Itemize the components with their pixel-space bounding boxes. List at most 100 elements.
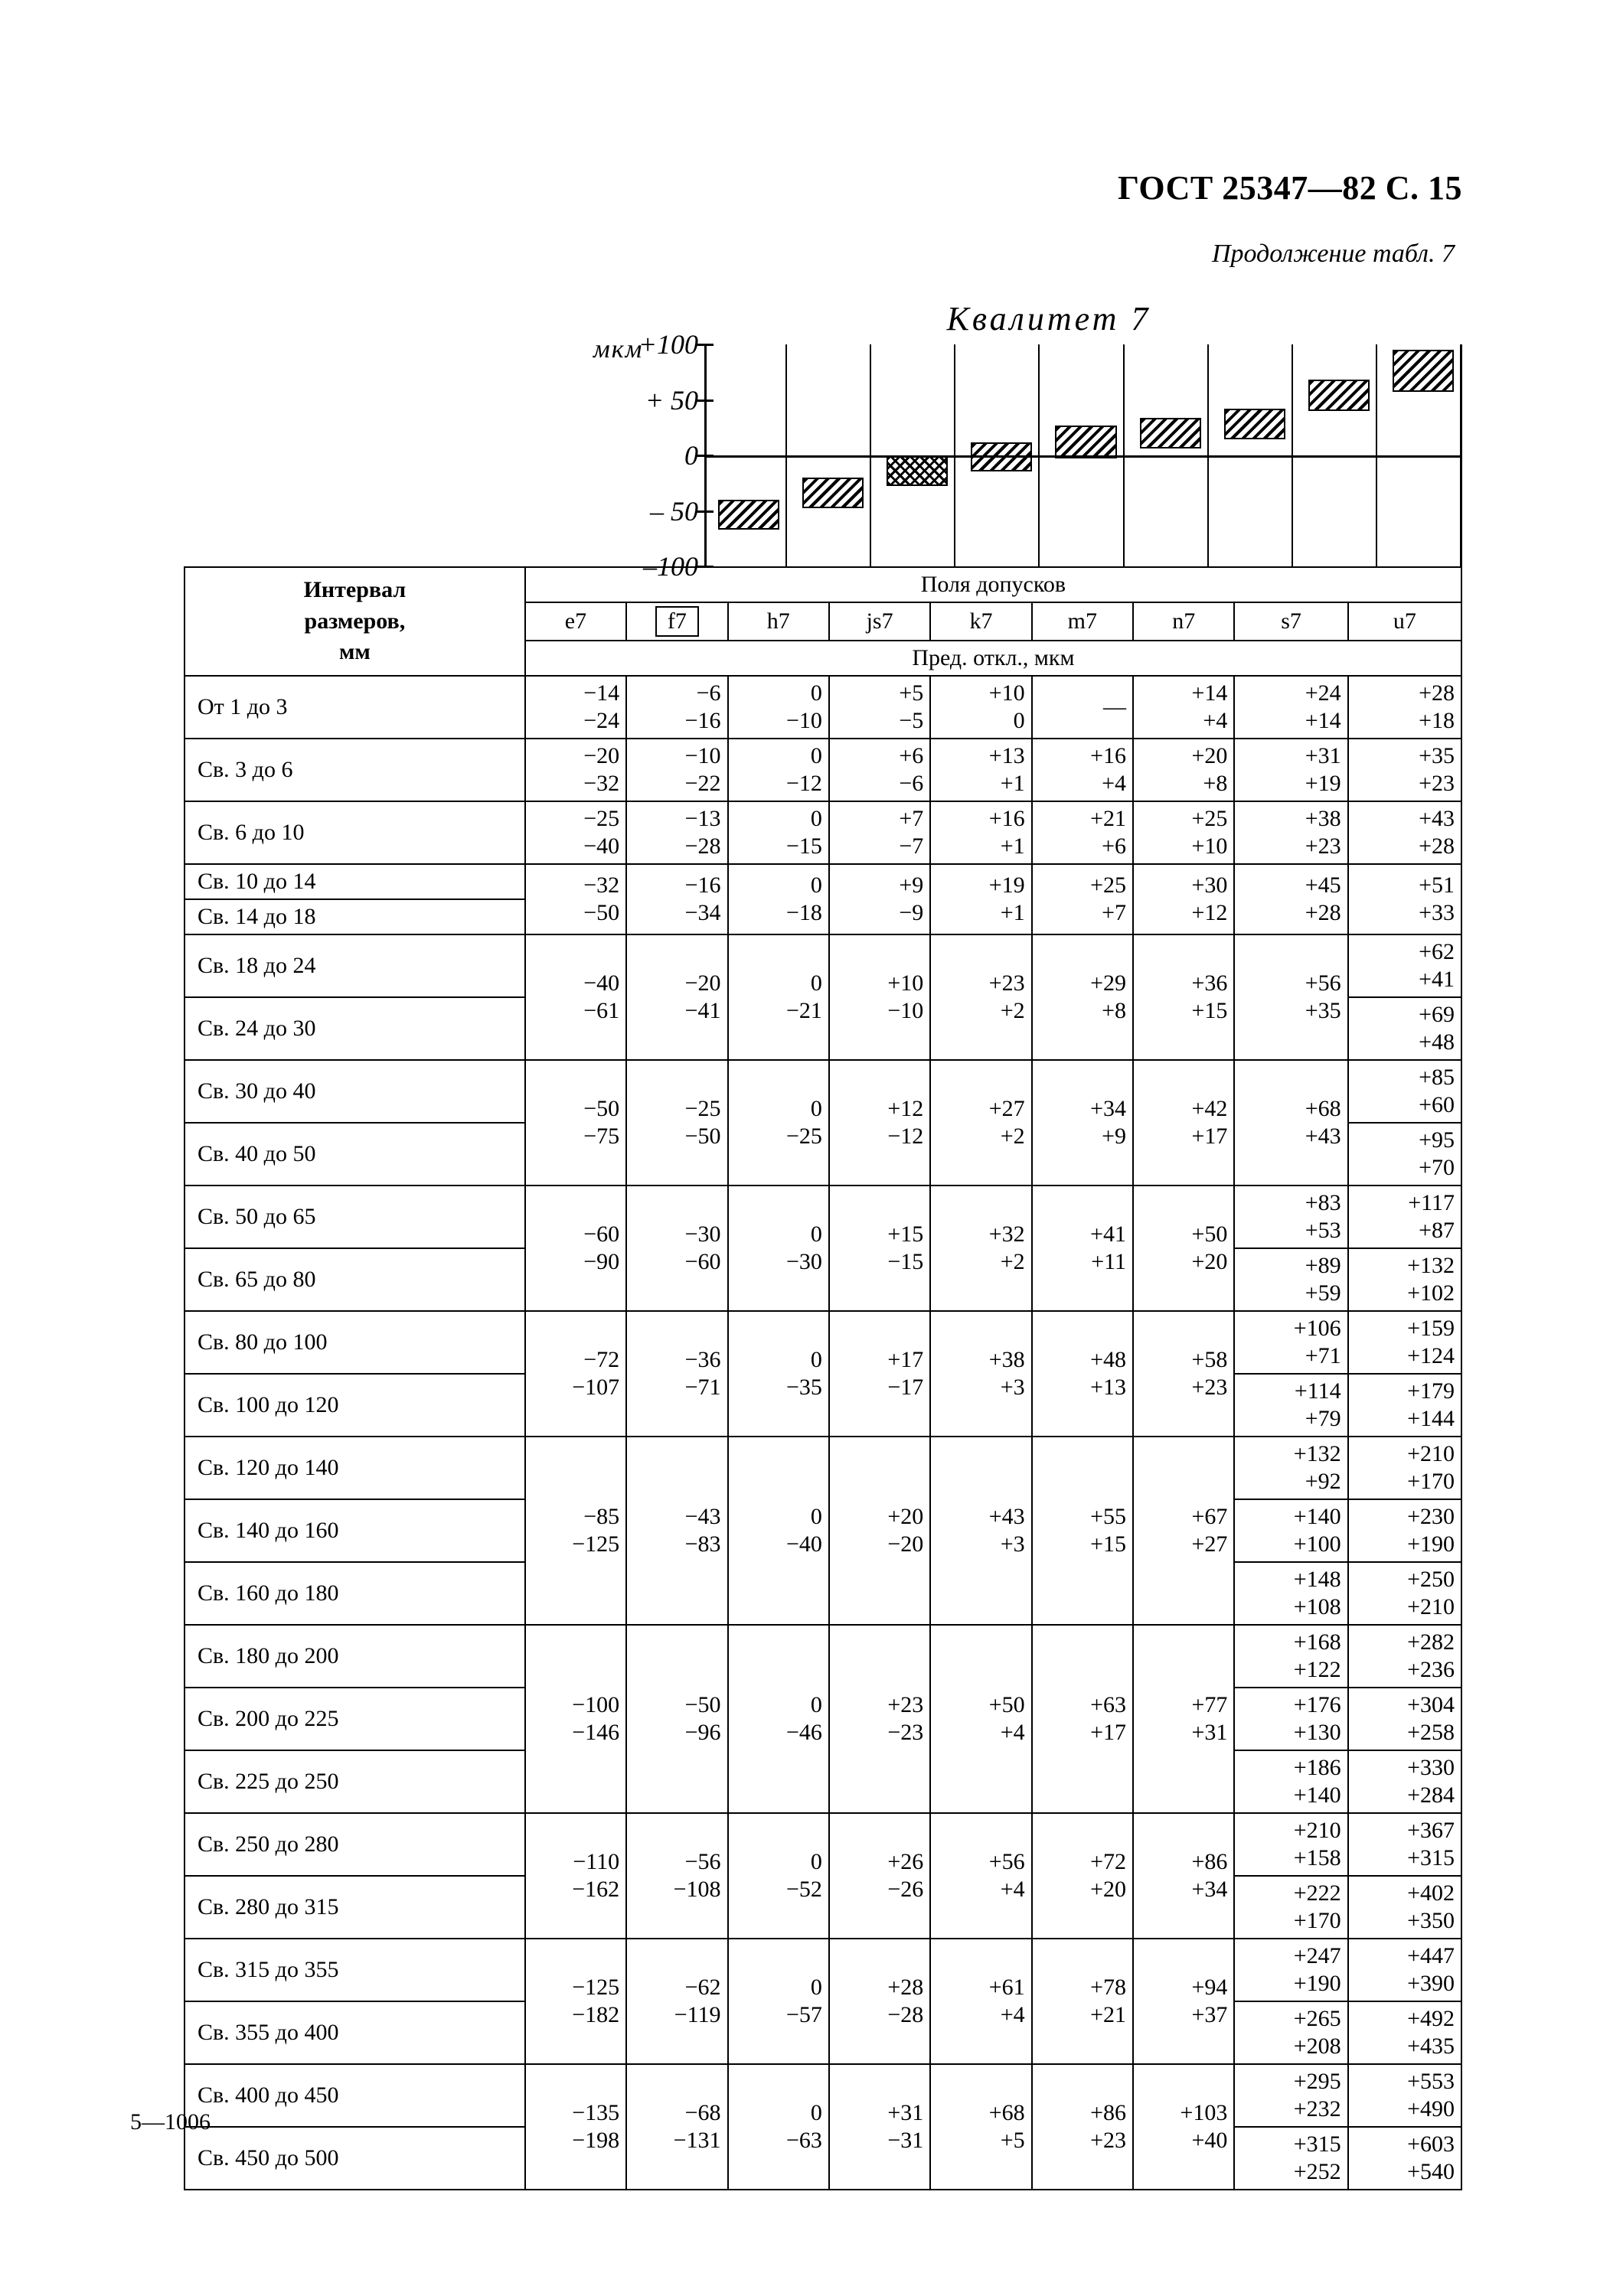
cell-k7: +56+4 <box>930 1813 1031 1939</box>
interval-label: Св. 355 до 400 <box>185 2001 525 2064</box>
cell-s7: +222+170 <box>1234 1876 1347 1939</box>
cell-s7: +31+19 <box>1234 739 1347 801</box>
cell-n7: +42+17 <box>1133 1060 1234 1186</box>
cell-h7: 0−30 <box>728 1186 829 1311</box>
interval-label: Св. 450 до 500 <box>185 2127 525 2190</box>
cell-f7: −68−131 <box>626 2064 727 2190</box>
cell-u7: +304+258 <box>1348 1688 1461 1750</box>
cell-n7: +86+34 <box>1133 1813 1234 1939</box>
cell-h7: 0−35 <box>728 1311 829 1437</box>
cell-k7: +23+2 <box>930 934 1031 1060</box>
cell-u7: +367+315 <box>1348 1813 1461 1876</box>
cell-u7: +28+18 <box>1348 676 1461 739</box>
cell-k7: +27+2 <box>930 1060 1031 1186</box>
cell-n7: +36+15 <box>1133 934 1234 1060</box>
cell-s7: +210+158 <box>1234 1813 1347 1876</box>
ytick-label: +100 <box>638 328 698 360</box>
cell-h7: 0−21 <box>728 934 829 1060</box>
field-u7: u7 <box>1348 602 1461 641</box>
cell-k7: +32+2 <box>930 1186 1031 1311</box>
field-n7: n7 <box>1133 602 1234 641</box>
cell-n7: +67+27 <box>1133 1437 1234 1625</box>
cell-h7: 0−18 <box>728 864 829 934</box>
ytick-label: – 50 <box>650 495 698 527</box>
cell-e7: −125−182 <box>525 1939 626 2064</box>
interval-label: Св. 65 до 80 <box>185 1248 525 1311</box>
cell-k7: +16+1 <box>930 801 1031 864</box>
ytick-label: + 50 <box>645 384 698 416</box>
cell-h7: 0−46 <box>728 1625 829 1813</box>
cell-f7: −62−119 <box>626 1939 727 2064</box>
cell-e7: −20−32 <box>525 739 626 801</box>
tolerance-bar <box>1224 409 1285 439</box>
cell-s7: +114+79 <box>1234 1374 1347 1437</box>
ytick-mark <box>697 455 714 457</box>
cell-s7: +38+23 <box>1234 801 1347 864</box>
interval-label: Св. 30 до 40 <box>185 1060 525 1123</box>
cell-u7: +132+102 <box>1348 1248 1461 1311</box>
cell-s7: +83+53 <box>1234 1186 1347 1248</box>
cell-k7: +61+4 <box>930 1939 1031 2064</box>
cell-k7: +38+3 <box>930 1311 1031 1437</box>
cell-f7: −56−108 <box>626 1813 727 1939</box>
cell-f7: −13−28 <box>626 801 727 864</box>
cell-u7: +210+170 <box>1348 1437 1461 1499</box>
cell-u7: +492+435 <box>1348 2001 1461 2064</box>
cell-h7: 0−40 <box>728 1437 829 1625</box>
cell-e7: −32−50 <box>525 864 626 934</box>
page-footer: 5—1006 <box>130 2109 211 2135</box>
cell-f7: −43−83 <box>626 1437 727 1625</box>
cell-k7: +13+1 <box>930 739 1031 801</box>
standard-header: ГОСТ 25347—82 С. 15 <box>184 168 1462 207</box>
cell-e7: −135−198 <box>525 2064 626 2190</box>
ytick-mark <box>697 400 714 402</box>
cell-s7: +56+35 <box>1234 934 1347 1060</box>
cell-e7: −25−40 <box>525 801 626 864</box>
cell-e7: −72−107 <box>525 1311 626 1437</box>
cell-m7: +63+17 <box>1032 1625 1133 1813</box>
continuation-label: Продолжение табл. 7 <box>184 240 1462 269</box>
cell-h7: 0−25 <box>728 1060 829 1186</box>
cell-k7: +50+4 <box>930 1625 1031 1813</box>
cell-u7: +159+124 <box>1348 1311 1461 1374</box>
cell-m7: +34+9 <box>1032 1060 1133 1186</box>
cell-js7: +28−28 <box>829 1939 930 2064</box>
cell-js7: +17−17 <box>829 1311 930 1437</box>
y-axis-label: мкм <box>593 335 643 364</box>
cell-h7: 0−12 <box>728 739 829 801</box>
cell-m7: +21+6 <box>1032 801 1133 864</box>
tolerance-table: Интервалразмеров,мм Поля допусков e7f7h7… <box>184 566 1462 2190</box>
cell-s7: +186+140 <box>1234 1750 1347 1813</box>
interval-header: Интервалразмеров,мм <box>185 567 525 676</box>
cell-h7: 0−52 <box>728 1813 829 1939</box>
cell-u7: +85+60 <box>1348 1060 1461 1123</box>
interval-label: Св. 3 до 6 <box>185 739 525 801</box>
field-h7: h7 <box>728 602 829 641</box>
cell-f7: −10−22 <box>626 739 727 801</box>
interval-label: Св. 50 до 65 <box>185 1186 525 1248</box>
bars-container <box>712 344 1462 566</box>
cell-m7: +29+8 <box>1032 934 1133 1060</box>
tolerance-bar <box>971 442 1032 472</box>
field-e7: e7 <box>525 602 626 641</box>
chart-column <box>796 344 871 566</box>
field-js7: js7 <box>829 602 930 641</box>
quality-title: Квалитет 7 <box>635 299 1462 338</box>
cell-m7: +25+7 <box>1032 864 1133 934</box>
interval-label: Св. 40 до 50 <box>185 1123 525 1186</box>
interval-label: От 1 до 3 <box>185 676 525 739</box>
tolerance-bar <box>1308 380 1370 410</box>
cell-js7: +10−10 <box>829 934 930 1060</box>
table-body: От 1 до 3−14−24−6−160−10+5−5+100—+14+4+2… <box>185 676 1461 2190</box>
cell-h7: 0−15 <box>728 801 829 864</box>
cell-s7: +140+100 <box>1234 1499 1347 1562</box>
ytick-mark <box>697 510 714 513</box>
interval-label: Св. 6 до 10 <box>185 801 525 864</box>
chart-column <box>965 344 1040 566</box>
cell-n7: +94+37 <box>1133 1939 1234 2064</box>
cell-u7: +35+23 <box>1348 739 1461 801</box>
chart-column <box>1302 344 1377 566</box>
tolerance-bar <box>1055 426 1116 458</box>
cell-e7: −50−75 <box>525 1060 626 1186</box>
cell-u7: +402+350 <box>1348 1876 1461 1939</box>
